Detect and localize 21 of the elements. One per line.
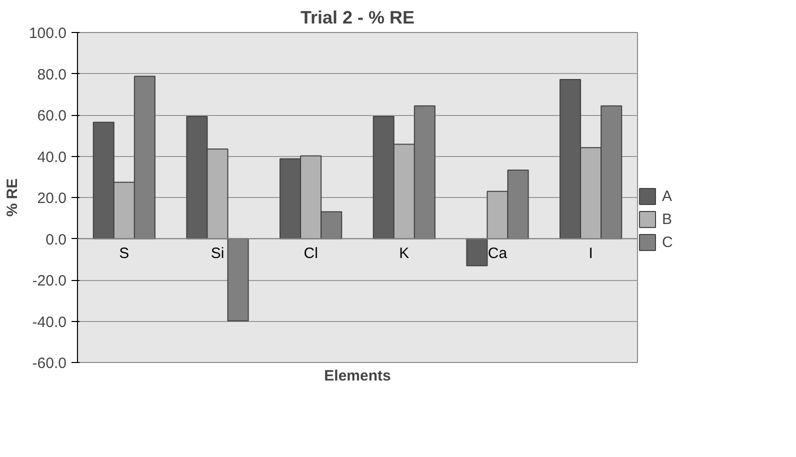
x-tick-label: Ca xyxy=(488,245,508,262)
y-tick-label: 20.0 xyxy=(37,190,67,207)
y-tick-label: 40.0 xyxy=(37,148,67,166)
x-tick-label: I xyxy=(588,245,593,262)
y-tick-label: 0.0 xyxy=(46,231,67,248)
x-tick-label: Cl xyxy=(304,245,318,262)
y-tick-label: 80.0 xyxy=(37,66,67,84)
legend-label: A xyxy=(662,188,674,204)
legend-label: C xyxy=(662,234,674,250)
legend-label: B xyxy=(662,210,674,228)
x-tick-label: K xyxy=(399,245,410,262)
chart-title: Trial 2 - % RE xyxy=(300,8,415,28)
y-tick-label: -60.0 xyxy=(32,355,67,372)
y-axis-title: % RE xyxy=(4,178,21,217)
x-tick-label: Si xyxy=(210,245,224,262)
x-tick-label: S xyxy=(119,245,130,262)
x-axis-title: Elements xyxy=(324,368,391,384)
y-tick-label: -20.0 xyxy=(32,272,67,290)
y-tick-label: -40.0 xyxy=(32,314,67,331)
y-tick-label: 60.0 xyxy=(37,108,67,124)
y-tick-label: 100.0 xyxy=(28,25,67,42)
